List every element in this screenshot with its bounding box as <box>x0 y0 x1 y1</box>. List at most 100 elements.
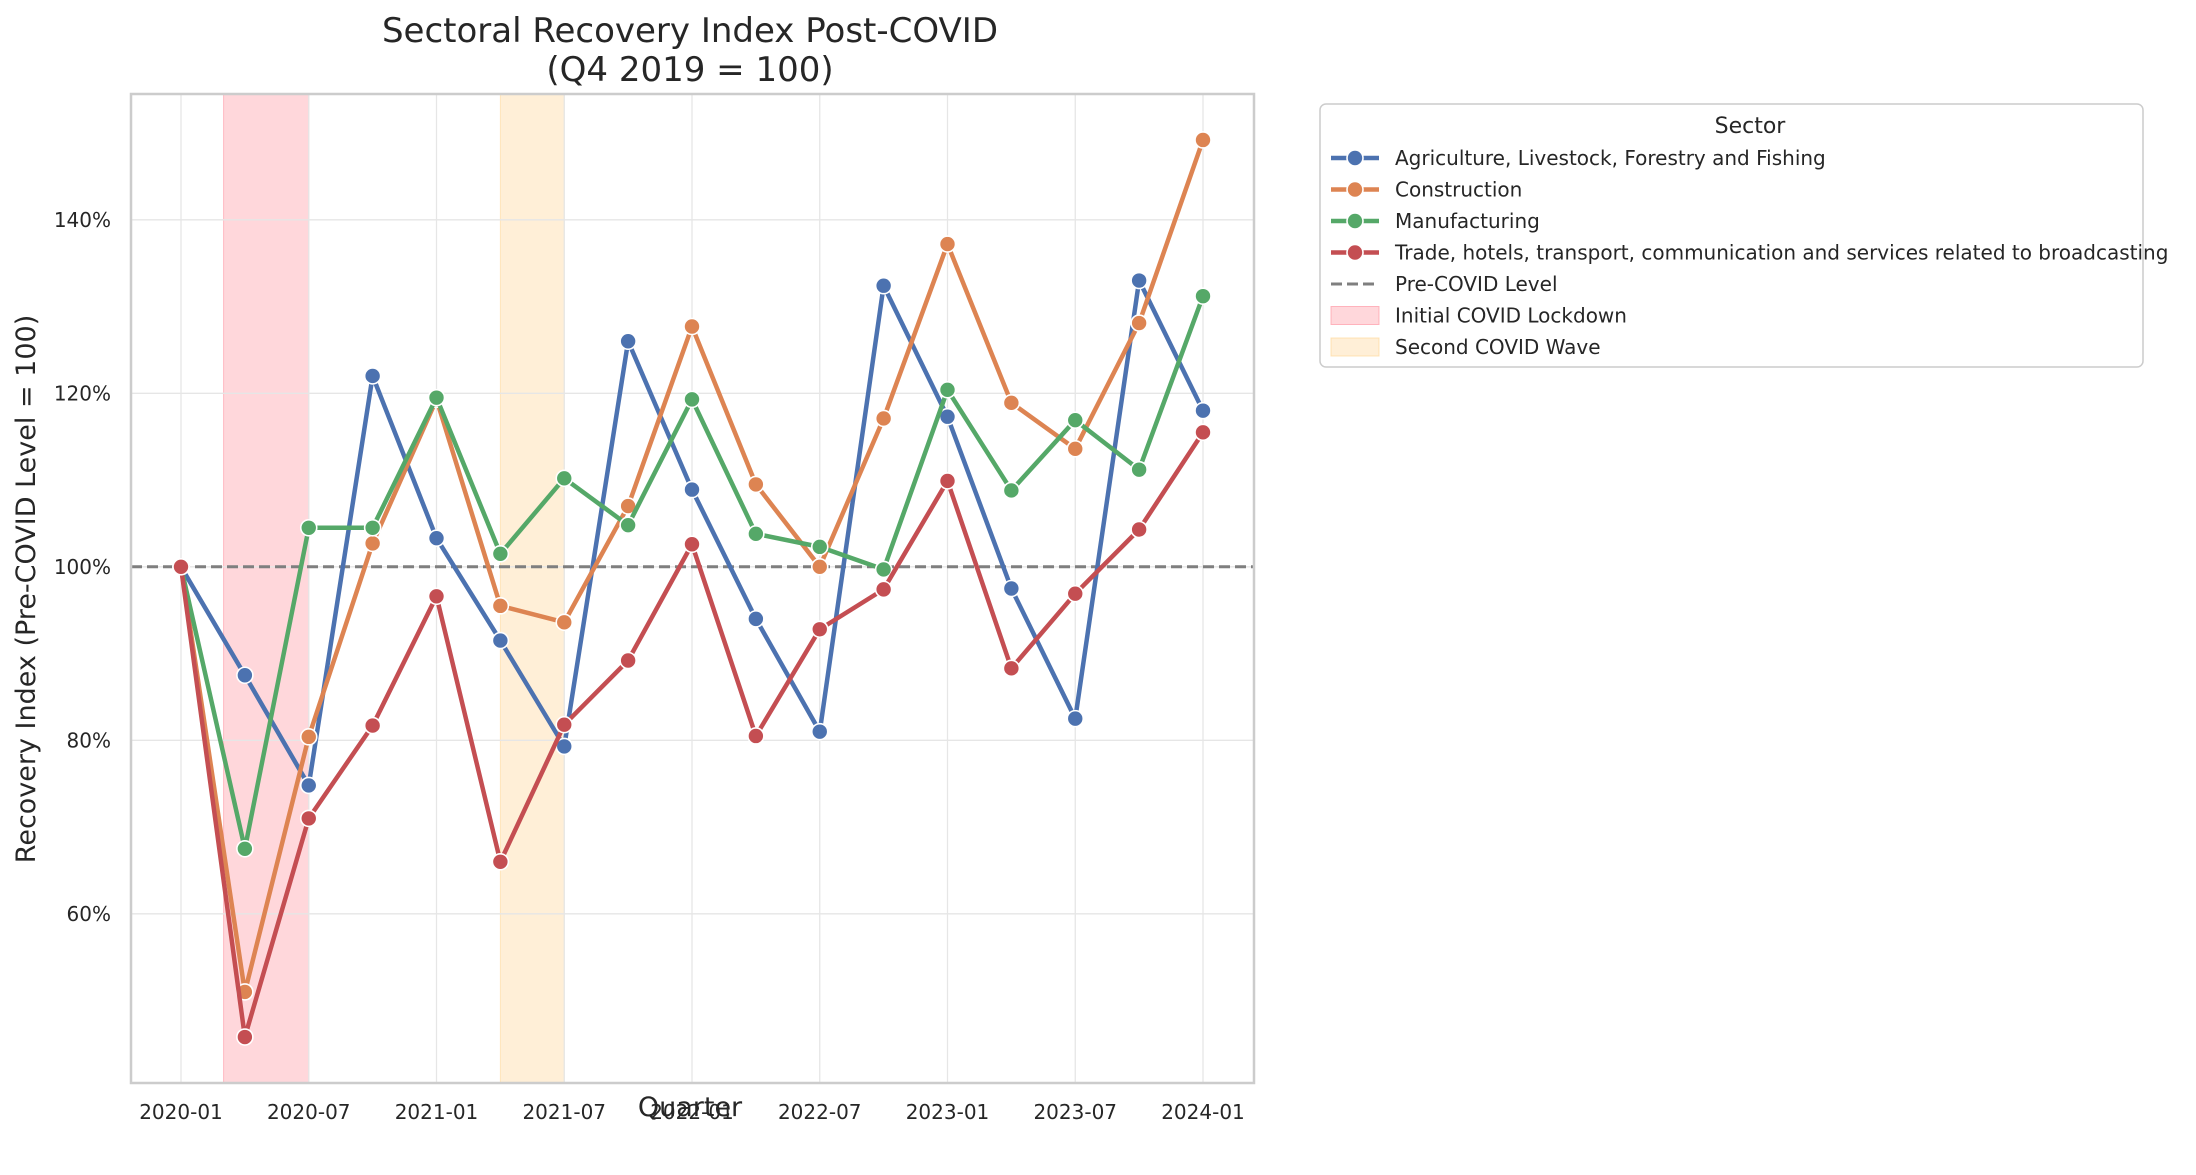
data-point <box>683 535 701 554</box>
data-point <box>747 610 765 628</box>
data-point <box>363 716 382 735</box>
data-point <box>874 409 893 428</box>
legend-item: Trade, hotels, transport, communication … <box>1331 241 2168 265</box>
data-point <box>938 472 957 490</box>
legend-title: Sector <box>1715 114 1787 139</box>
data-point <box>555 469 574 488</box>
data-point <box>236 1028 254 1046</box>
legend-item: Initial COVID Lockdown <box>1330 304 1627 328</box>
data-point <box>619 651 637 670</box>
data-point <box>1130 520 1148 539</box>
data-point <box>747 727 765 745</box>
data-point <box>555 613 574 632</box>
data-point <box>299 518 318 537</box>
x-tick-label: 2020-07 <box>267 1100 351 1124</box>
legend-marker <box>1346 212 1364 230</box>
data-point <box>299 776 318 795</box>
y-tick-label: 120% <box>54 381 111 405</box>
legend-label: Manufacturing <box>1395 209 1540 233</box>
data-point <box>1130 314 1148 332</box>
data-point <box>1194 401 1212 420</box>
data-point <box>683 390 701 409</box>
legend-item: Manufacturing <box>1331 209 1540 233</box>
data-point <box>1066 709 1085 728</box>
data-point <box>683 480 701 499</box>
legend-label: Trade, hotels, transport, communication … <box>1394 241 2168 265</box>
data-point <box>619 332 637 351</box>
data-point <box>1002 659 1021 678</box>
data-point <box>236 839 254 858</box>
legend-label: Pre-COVID Level <box>1395 272 1558 296</box>
legend-item: Pre-COVID Level <box>1331 272 1558 296</box>
data-point <box>363 367 382 385</box>
data-point <box>747 475 765 494</box>
data-point <box>1194 287 1212 305</box>
y-tick-label: 80% <box>67 728 111 752</box>
x-axis-ticks: 2020-01 2020-07 2021-01 2021-07 2022-01 2022-… <box>139 1100 1245 1124</box>
data-point <box>1130 271 1148 290</box>
x-tick-label: 2021-07 <box>522 1100 606 1124</box>
plot-frame <box>129 92 1256 1085</box>
x-tick-label: 2024-01 <box>1161 1100 1245 1124</box>
y-axis-ticks: 60% 80% 100% 120% 140% <box>54 208 111 926</box>
data-point <box>555 715 574 734</box>
data-point <box>1002 394 1021 412</box>
series-4 <box>172 423 1212 1046</box>
legend-marker <box>1346 180 1364 199</box>
legend-label: Second COVID Wave <box>1395 335 1601 359</box>
data-point <box>810 722 829 741</box>
series-3 <box>172 287 1212 858</box>
data-point <box>427 587 446 606</box>
x-tick-label: 2020-01 <box>139 1100 223 1124</box>
x-tick-label: 2022-01 <box>650 1100 734 1124</box>
legend-patch-swatch <box>1330 306 1380 325</box>
x-axis-label: Quarter <box>638 1092 743 1123</box>
legend: Sector Agriculture, Livestock, Forestry … <box>1319 103 2168 368</box>
legend-label: Initial COVID Lockdown <box>1395 304 1627 328</box>
data-point <box>1002 481 1021 500</box>
y-axis-label: Recovery Index (Pre-COVID Level = 100) <box>11 315 42 863</box>
data-point <box>810 620 829 639</box>
x-tick-label: 2023-01 <box>906 1100 990 1124</box>
data-point <box>874 580 893 599</box>
data-point <box>1002 579 1021 598</box>
data-point <box>938 381 957 399</box>
data-point <box>874 560 893 579</box>
legend-frame <box>1319 103 2144 368</box>
legend-items: Agriculture, Livestock, Forestry and Fis… <box>1330 146 2168 359</box>
data-point <box>491 544 510 563</box>
legend-label: Construction <box>1395 178 1522 202</box>
chart-title-line-2: (Q4 2019 = 100) <box>546 50 833 90</box>
x-tick-label: 2022-07 <box>778 1100 862 1124</box>
data-point <box>363 534 382 553</box>
legend-patch-swatch <box>1330 337 1380 357</box>
x-tick-label: 2023-07 <box>1033 1100 1117 1124</box>
shaded-region-2 <box>499 93 565 1084</box>
data-point <box>363 518 382 537</box>
legend-item: Construction <box>1331 178 1522 202</box>
series-2 <box>172 131 1212 1001</box>
data-point <box>810 538 829 556</box>
y-tick-label: 60% <box>67 902 111 926</box>
data-point <box>491 631 510 650</box>
y-tick-label: 100% <box>54 555 111 579</box>
data-point <box>172 558 190 576</box>
chart-title-line-1: Sectoral Recovery Index Post-COVID <box>382 11 998 51</box>
data-point <box>1066 411 1085 429</box>
data-point <box>427 529 446 547</box>
data-point <box>810 558 829 576</box>
legend-marker <box>1346 149 1364 167</box>
data-point <box>1194 131 1212 149</box>
data-point <box>299 728 318 746</box>
data-point <box>1130 460 1148 479</box>
legend-marker <box>1346 243 1364 262</box>
data-point <box>747 525 765 543</box>
x-tick-label: 2021-01 <box>395 1100 479 1124</box>
data-point <box>299 809 318 828</box>
data-point <box>874 276 893 295</box>
data-point <box>491 852 510 871</box>
data-point <box>619 516 637 534</box>
legend-label: Agriculture, Livestock, Forestry and Fis… <box>1395 146 1826 170</box>
legend-item: Agriculture, Livestock, Forestry and Fis… <box>1331 146 1826 170</box>
